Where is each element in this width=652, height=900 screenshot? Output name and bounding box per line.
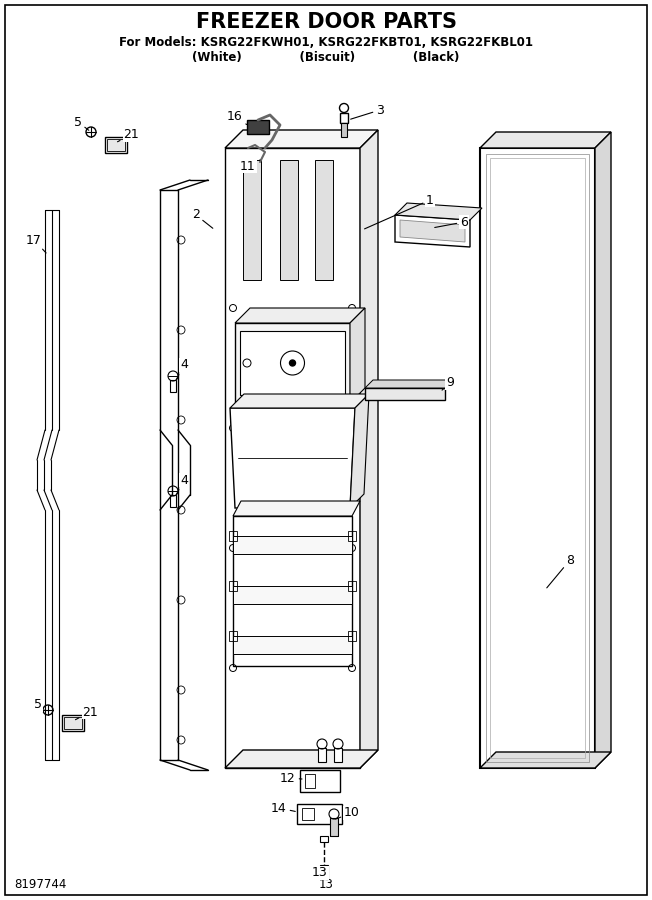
Text: 12: 12 [280,771,302,785]
Bar [233,516,352,666]
Text: 3: 3 [351,104,384,119]
Bar [247,120,269,134]
Text: 4: 4 [176,473,188,494]
Text: 13: 13 [312,867,328,879]
Bar [480,148,595,768]
Bar [280,160,298,280]
Polygon shape [395,203,482,220]
Polygon shape [225,750,378,768]
Text: (White)              (Biscuit)              (Black): (White) (Biscuit) (Black) [192,50,460,64]
Text: 8197744: 8197744 [14,878,67,892]
Polygon shape [350,394,369,508]
Polygon shape [480,132,611,148]
Text: 9: 9 [442,376,454,390]
Bar [297,804,342,824]
Polygon shape [235,308,365,323]
Bar [233,636,352,654]
Bar [233,536,352,554]
Bar [348,581,356,591]
Bar [341,123,347,137]
Polygon shape [233,501,360,516]
Polygon shape [225,130,378,148]
Bar [107,139,125,151]
Text: 17: 17 [26,233,46,253]
Text: 4: 4 [176,358,188,380]
Text: 1: 1 [364,194,434,229]
Text: 21: 21 [76,706,98,720]
Bar [302,808,314,820]
Text: 5: 5 [74,115,89,130]
Bar [305,774,315,788]
Circle shape [289,360,295,366]
Bar [229,631,237,641]
Polygon shape [360,130,378,768]
Bar [315,160,333,280]
Polygon shape [395,215,470,247]
Polygon shape [230,408,355,508]
Text: 13: 13 [319,878,333,892]
Text: 8: 8 [547,554,574,588]
Bar [240,331,345,395]
Text: 14: 14 [271,802,295,814]
Text: 21: 21 [117,129,139,142]
Text: 2: 2 [192,209,213,229]
Text: 5: 5 [34,698,46,712]
Text: 11: 11 [240,159,260,173]
Bar [318,748,326,762]
Bar [170,495,176,507]
Bar [490,158,585,758]
Text: 16: 16 [227,111,246,124]
Bar [225,148,360,768]
Bar [235,323,350,403]
Bar [62,715,84,731]
Polygon shape [350,308,365,403]
Bar [348,631,356,641]
Polygon shape [400,220,465,242]
Bar [348,531,356,541]
Polygon shape [595,132,611,768]
Bar [334,748,342,762]
Polygon shape [365,380,453,388]
Bar [243,160,261,280]
Bar [300,770,340,792]
Bar [229,581,237,591]
Text: 6: 6 [435,215,468,229]
Bar [330,818,338,836]
Bar [486,154,589,762]
Bar [229,531,237,541]
Text: 10: 10 [336,806,360,820]
Text: FREEZER DOOR PARTS: FREEZER DOOR PARTS [196,12,456,32]
Bar [170,380,176,392]
Polygon shape [480,752,611,768]
Bar [320,865,328,879]
Bar [105,137,127,153]
Polygon shape [230,394,369,408]
Bar [64,717,82,729]
Text: For Models: KSRG22FKWH01, KSRG22FKBT01, KSRG22FKBL01: For Models: KSRG22FKWH01, KSRG22FKBT01, … [119,35,533,49]
Bar [320,836,328,842]
Bar [233,586,352,604]
Bar [365,388,445,400]
Bar [340,113,348,123]
